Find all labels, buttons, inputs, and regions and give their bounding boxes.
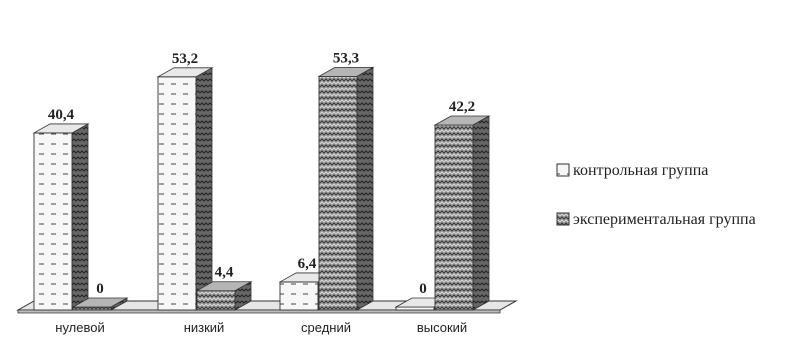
value-label-s2-2: 4,4 bbox=[215, 265, 234, 281]
legend-swatch-2 bbox=[556, 212, 570, 226]
bar-s2-3 bbox=[317, 66, 375, 311]
value-label-s1-4: 0 bbox=[419, 281, 427, 297]
bar-s2-4 bbox=[433, 115, 491, 311]
category-label-1: нулевой bbox=[55, 320, 104, 335]
legend-item-1: контрольная группа bbox=[556, 162, 708, 179]
bar-s2-2 bbox=[195, 281, 253, 311]
value-label-s2-4: 42,2 bbox=[449, 99, 475, 115]
category-label-2: низкий bbox=[184, 320, 225, 335]
category-labels: нулевой низкий средний высокий bbox=[55, 320, 467, 335]
value-label-s2-1: 0 bbox=[96, 281, 104, 297]
legend-label-1: контрольная группа bbox=[573, 162, 708, 179]
category-label-3: средний bbox=[301, 320, 351, 335]
legend-item-2: экспериментальная группа bbox=[556, 211, 756, 228]
legend-label-2: экспериментальная группа bbox=[573, 211, 756, 228]
legend-swatch-1 bbox=[556, 163, 570, 177]
value-labels: 40,4 0 53,2 4,4 6,4 53,3 0 42,2 bbox=[48, 50, 475, 297]
bar-s1-2 bbox=[156, 67, 214, 311]
value-label-s1-3: 6,4 bbox=[298, 256, 317, 272]
bars bbox=[32, 66, 491, 311]
value-label-s2-3: 53,3 bbox=[333, 50, 359, 66]
value-label-s1-1: 40,4 bbox=[48, 107, 75, 123]
value-label-s1-2: 53,2 bbox=[172, 51, 198, 67]
bar-s1-1 bbox=[32, 123, 90, 311]
floor-edge bbox=[17, 309, 501, 314]
bar-s2-1 bbox=[71, 297, 129, 311]
category-label-4: высокий bbox=[417, 320, 467, 335]
legend: контрольная группа экспериментальная груп… bbox=[556, 162, 756, 228]
